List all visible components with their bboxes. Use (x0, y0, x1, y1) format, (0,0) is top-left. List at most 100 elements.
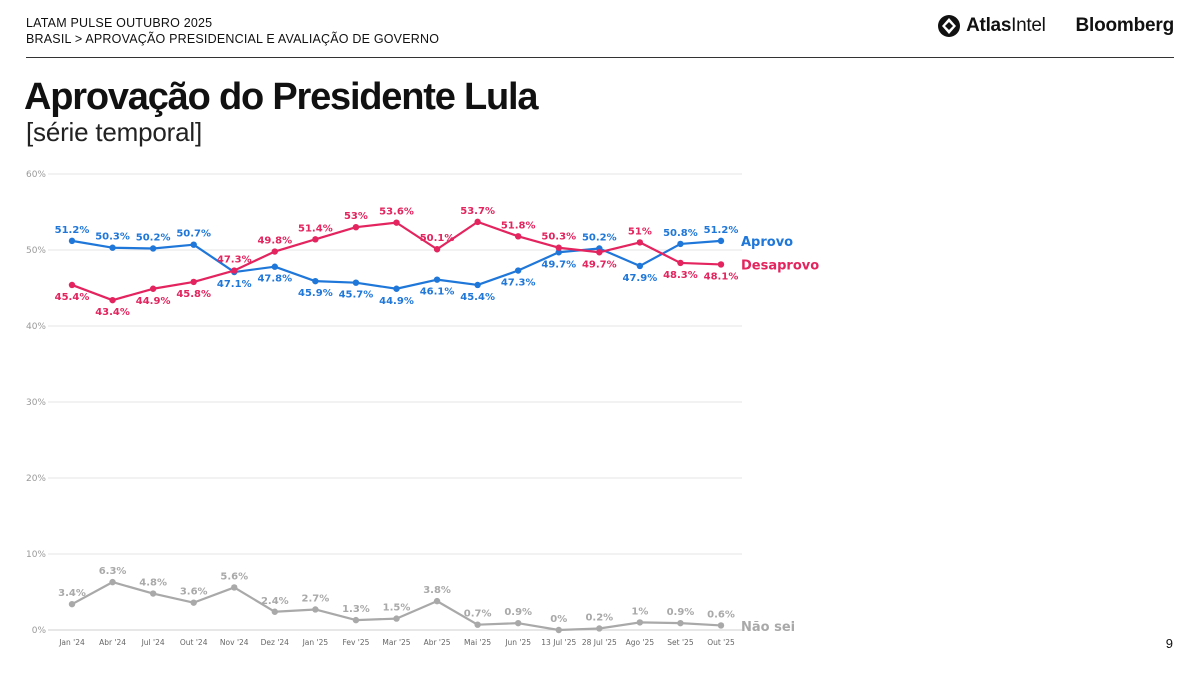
aprovo-data-label: 45.4% (460, 292, 495, 303)
aprovo-data-label: 46.1% (420, 287, 455, 298)
aprovo-point (433, 276, 441, 283)
desaprovo-point (636, 239, 644, 246)
aprovo-point (717, 237, 725, 245)
aprovo-data-label: 45.7% (339, 290, 374, 301)
y-tick-label: 40% (26, 322, 46, 332)
desaprovo-data-label: 51.8% (501, 220, 536, 231)
x-tick-label: Abr '24 (99, 638, 126, 647)
desaprovo-point (271, 248, 279, 255)
atlasintel-logo: AtlasIntel (937, 14, 1046, 38)
y-tick-label: 20% (26, 474, 46, 484)
desaprovo-point (68, 281, 76, 289)
aprovo-data-label: 47.3% (501, 278, 536, 289)
desaprovo-data-label: 45.8% (176, 289, 211, 300)
aprovo-data-label: 51.2% (704, 225, 739, 236)
nao-sei-data-label: 3.4% (58, 588, 86, 599)
desaprovo-data-label: 48.1% (704, 271, 739, 282)
y-tick-label: 30% (26, 398, 46, 408)
desaprovo-data-label: 50.3% (541, 232, 576, 243)
aprovo-data-label: 47.9% (623, 273, 658, 284)
report-header: LATAM PULSE OUTUBRO 2025 BRASIL > APROVA… (26, 15, 439, 47)
aprovo-point (312, 277, 319, 285)
nao-sei-point (555, 626, 562, 634)
nao-sei-data-label: 2.7% (302, 593, 330, 604)
x-tick-label: Mar '25 (382, 638, 410, 647)
nao-sei-point (636, 619, 644, 626)
aprovo-data-label: 47.1% (217, 279, 252, 290)
desaprovo-data-label: 44.9% (136, 296, 171, 307)
desaprovo-point (474, 218, 481, 226)
nao-sei-point (149, 590, 157, 597)
nao-sei-data-label: 0% (550, 614, 567, 625)
nao-sei-legend-label: Não sei (741, 620, 795, 635)
desaprovo-point (555, 244, 562, 251)
nao-sei-point (352, 616, 360, 624)
nao-sei-point (190, 599, 197, 606)
aprovo-point (555, 249, 562, 256)
desaprovo-data-label: 53.7% (460, 206, 495, 217)
desaprovo-legend-label: Desaprovo (741, 258, 819, 273)
x-tick-label: Out '24 (180, 638, 208, 647)
aprovo-data-label: 50.3% (95, 232, 130, 243)
aprovo-data-label: 50.2% (136, 232, 171, 243)
nao-sei-point (474, 621, 481, 628)
report-breadcrumb: BRASIL > APROVAÇÃO PRESIDENCIAL E AVALIA… (26, 32, 440, 46)
x-tick-label: Jan '25 (302, 638, 329, 647)
intel-logo-text: Intel (1011, 15, 1046, 36)
desaprovo-point (109, 296, 116, 304)
page-number: 9 (1165, 636, 1173, 651)
desaprovo-point (677, 259, 684, 267)
aprovo-point (109, 244, 116, 251)
nao-sei-point (68, 600, 76, 608)
nao-sei-data-label: 1.3% (342, 604, 370, 615)
aprovo-data-label: 44.9% (379, 296, 414, 307)
nao-sei-point (271, 608, 279, 615)
nao-sei-data-label: 0.2% (585, 612, 613, 623)
atlas-logo-text: Atlas (966, 15, 1012, 36)
desaprovo-data-label: 51.4% (298, 223, 333, 234)
desaprovo-point (149, 285, 157, 292)
aprovo-data-label: 47.8% (257, 274, 292, 285)
x-tick-label: 13 Jul '25 (541, 638, 576, 647)
desaprovo-point (393, 219, 400, 226)
atlasintel-mark-icon (938, 15, 961, 37)
nao-sei-data-label: 1.5% (383, 603, 411, 614)
x-tick-label: Mai '25 (464, 638, 491, 647)
x-tick-label: Jan '24 (58, 638, 85, 647)
aprovo-data-label: 50.8% (663, 228, 698, 239)
nao-sei-point (514, 619, 522, 627)
x-tick-label: Abr '25 (424, 638, 451, 647)
x-tick-label: Set '25 (667, 638, 694, 647)
aprovo-point (190, 241, 197, 248)
x-tick-label: Fev '25 (342, 638, 369, 647)
header-divider (26, 57, 1174, 58)
nao-sei-point (717, 622, 725, 629)
desaprovo-point (190, 278, 197, 286)
desaprovo-data-label: 43.4% (95, 307, 130, 318)
aprovo-data-label: 49.7% (541, 259, 576, 270)
desaprovo-point (352, 224, 360, 231)
desaprovo-point (231, 267, 238, 274)
aprovo-point (352, 279, 360, 286)
desaprovo-point (312, 236, 319, 243)
x-tick-label: Jul '24 (141, 638, 165, 647)
desaprovo-data-label: 48.3% (663, 270, 698, 281)
nao-sei-point (433, 597, 441, 605)
page-subtitle: [série temporal] (26, 117, 202, 147)
desaprovo-data-label: 49.7% (582, 259, 617, 270)
x-tick-label: Dez '24 (261, 638, 290, 647)
desaprovo-data-label: 53.6% (379, 207, 414, 218)
nao-sei-data-label: 6.3% (99, 566, 127, 577)
nao-sei-data-label: 4.8% (139, 578, 167, 589)
aprovo-point (677, 240, 684, 248)
nao-sei-data-label: 0.6% (707, 609, 735, 620)
x-tick-label: Nov '24 (220, 638, 249, 647)
desaprovo-point (433, 246, 441, 253)
aprovo-point (149, 245, 157, 252)
aprovo-legend-label: Aprovo (741, 235, 793, 250)
desaprovo-data-label: 50.1% (420, 233, 455, 244)
desaprovo-point (596, 249, 603, 256)
nao-sei-point (312, 606, 319, 613)
desaprovo-data-label: 51% (628, 226, 652, 237)
logo-bar: AtlasIntel Bloomberg (937, 14, 1174, 38)
